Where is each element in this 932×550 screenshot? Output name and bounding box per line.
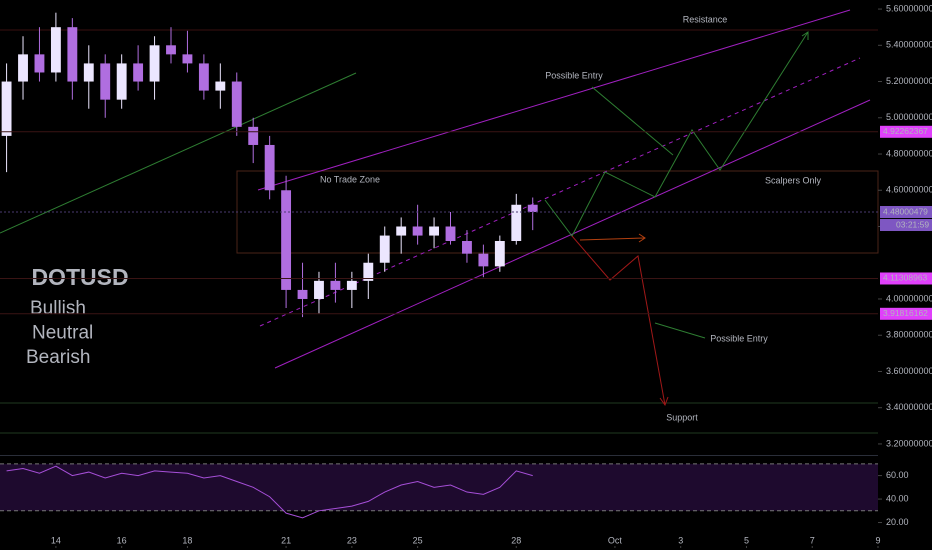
y-tick-label: 4.80000000 <box>886 148 932 158</box>
price-marker-bg <box>880 272 932 285</box>
candle-body <box>445 226 456 241</box>
legend-text: Bearish <box>26 347 90 368</box>
candle-body <box>182 54 193 64</box>
annotation: Support <box>666 412 698 422</box>
x-tick-label: 21 <box>281 535 291 545</box>
x-tick-label: 3 <box>678 535 683 545</box>
pane-separator <box>0 455 878 456</box>
y-tick-label: 5.20000000 <box>886 76 932 86</box>
x-tick-label: 23 <box>347 535 357 545</box>
neutral-arrow <box>579 237 646 241</box>
channel-mid <box>259 57 861 327</box>
candle-body <box>511 204 522 241</box>
candle-body <box>297 289 308 299</box>
candle-body <box>412 226 423 236</box>
candle-body <box>281 190 292 290</box>
candle-body <box>34 54 45 73</box>
candle-body <box>264 144 275 191</box>
candle-body <box>478 253 489 267</box>
rsi-line <box>6 465 533 519</box>
arrow-head <box>659 396 669 407</box>
candle-body <box>198 63 209 91</box>
countdown: 03:21:59 <box>896 219 929 229</box>
leader-line <box>654 322 706 339</box>
candle-body <box>494 240 505 267</box>
candle-body <box>116 63 127 100</box>
y-tick-label: 4.00000000 <box>886 293 932 303</box>
x-tick-label: 25 <box>413 535 423 545</box>
y-tick-label: 3.60000000 <box>886 366 932 376</box>
annotation: Possible Entry <box>545 70 603 80</box>
price-marker-bg <box>880 307 932 320</box>
x-tick-label: 14 <box>51 535 61 545</box>
x-tick-label: 28 <box>511 535 521 545</box>
candle-body <box>1 81 12 136</box>
x-tick-label: 7 <box>810 535 815 545</box>
trend-line <box>0 72 357 234</box>
candle-body <box>429 226 439 236</box>
candle-body <box>379 235 390 263</box>
y-tick-label: 3.80000000 <box>886 330 932 340</box>
y-tick-label: 3.40000000 <box>886 402 932 412</box>
leader-line <box>591 86 674 156</box>
candle-body <box>330 280 341 290</box>
candle-body <box>100 63 111 100</box>
candle-body <box>18 54 28 82</box>
candle-body <box>248 126 259 145</box>
annotation: Scalpers Only <box>765 175 822 185</box>
annotation: No Trade Zone <box>320 174 380 184</box>
price-marker-label: 4.48000479 <box>883 206 928 216</box>
candle-body <box>166 45 176 55</box>
price-marker-label: 3.91816162 <box>883 308 928 318</box>
rsi-tick-label: 20.00 <box>886 517 909 527</box>
legend-text: Neutral <box>32 323 93 344</box>
rsi-band-fill <box>0 463 878 511</box>
candle-body <box>215 81 226 91</box>
candle-body <box>527 204 538 213</box>
candle-body <box>50 27 61 73</box>
bear-path <box>571 235 666 406</box>
y-tick-label: 5.60000000 <box>886 3 932 13</box>
candle-body <box>83 63 94 82</box>
y-tick-label: 4.60000000 <box>886 185 932 195</box>
rsi-tick-label: 60.00 <box>886 470 909 480</box>
y-tick-label: 5.00000000 <box>886 112 932 122</box>
arrow-head <box>801 31 809 40</box>
x-tick-label: 9 <box>875 535 880 545</box>
x-tick-label: 16 <box>117 535 127 545</box>
annotation: Possible Entry <box>710 333 768 343</box>
candle-body <box>396 226 407 236</box>
x-tick-label: Oct <box>608 535 623 545</box>
channel-upper <box>257 9 851 191</box>
price-marker-bg <box>880 125 932 138</box>
price-marker-bg <box>880 206 932 219</box>
annotation: Resistance <box>683 14 728 24</box>
legend-text: Bullish <box>30 298 86 319</box>
arrow-head <box>638 233 646 243</box>
candle-body <box>462 240 472 254</box>
candle-body <box>149 45 160 82</box>
price-marker-label: 4.11308963 <box>883 273 928 283</box>
candle-body <box>346 280 357 290</box>
rsi-tick-label: 40.00 <box>886 493 909 503</box>
x-tick-label: 18 <box>182 535 192 545</box>
price-marker-label: 4.92262367 <box>883 126 928 136</box>
countdown-bg <box>880 219 932 232</box>
x-tick-label: 5 <box>744 535 749 545</box>
candle-body <box>363 262 374 281</box>
candle-body <box>314 280 324 299</box>
y-tick-label: 3.20000000 <box>886 438 932 448</box>
candle-body <box>231 81 242 127</box>
candle-body <box>67 27 78 82</box>
y-tick-label: 5.40000000 <box>886 40 932 50</box>
symbol-title: DOTUSD <box>31 264 128 290</box>
candle-body <box>133 63 144 82</box>
